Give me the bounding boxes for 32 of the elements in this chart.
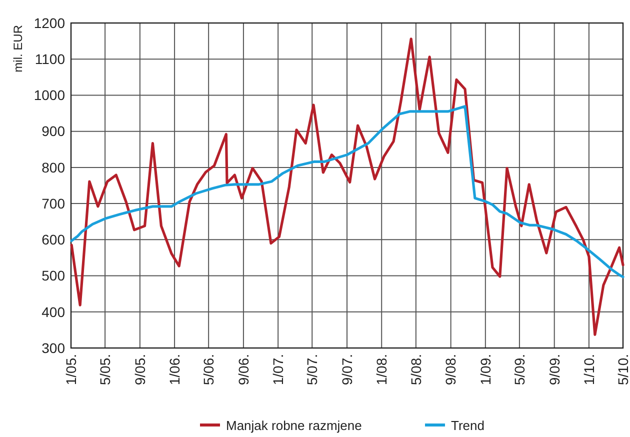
x-tick-label: 5/10.	[614, 354, 630, 386]
y-tick-label: 900	[42, 123, 66, 140]
x-tick-label: 1/07.	[270, 354, 286, 386]
x-tick-label: 5/08.	[408, 354, 424, 386]
line-series	[70, 38, 624, 336]
y-tick-label: 1100	[34, 51, 66, 68]
y-tick-label: 400	[42, 304, 66, 320]
y-tick-label: 1000	[34, 87, 66, 104]
legend-label: Manjak robne razmjene	[226, 418, 362, 433]
y-tick-label: 500	[42, 268, 66, 284]
x-tick-label: 1/10.	[580, 354, 597, 386]
y-tick-label: 600	[42, 232, 66, 248]
x-tick-label: 1/05.	[62, 354, 79, 386]
x-tick-label: 1/08.	[374, 354, 390, 386]
x-tick-label: 1/09.	[477, 354, 494, 386]
x-tick-label: 1/06.	[166, 354, 182, 386]
y-tick-label: 1200	[34, 14, 66, 31]
x-tick-label: 5/06.	[200, 354, 216, 386]
y-tick-label: 300	[42, 340, 66, 356]
legend-label: Trend	[451, 418, 484, 433]
x-tick-label: 5/07.	[304, 354, 320, 386]
x-tick-label: 5/09.	[511, 354, 528, 386]
x-tick-label: 5/05.	[96, 354, 113, 386]
x-tick-label: 9/08.	[442, 354, 459, 386]
x-tick-label: 9/06.	[235, 354, 252, 386]
y-tick-label: 700	[42, 195, 66, 212]
x-tick-label: 9/05.	[132, 354, 148, 386]
x-tick-label: 9/09.	[546, 354, 562, 386]
y-axis-title: mil. EUR	[11, 24, 26, 72]
y-tick-label: 800	[42, 159, 66, 176]
x-tick-label: 9/07.	[338, 354, 355, 386]
line-series	[70, 105, 624, 278]
